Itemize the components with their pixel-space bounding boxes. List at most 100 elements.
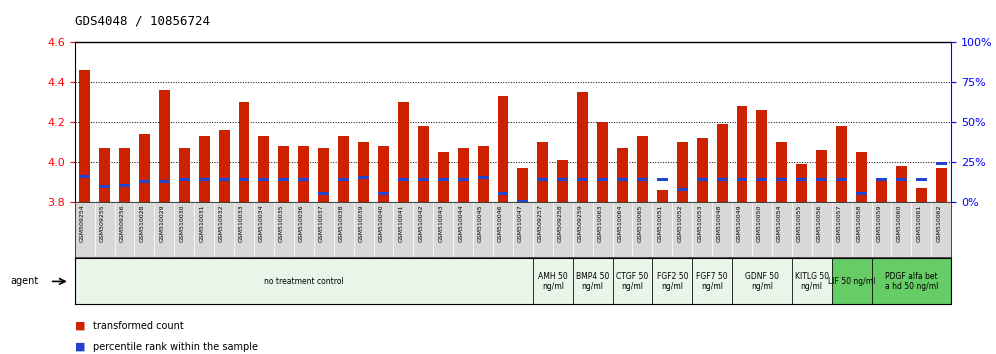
Text: GSM510054: GSM510054 (777, 205, 782, 242)
Text: GSM509258: GSM509258 (558, 205, 563, 242)
Bar (437, 178, 448, 181)
Bar (218, 178, 229, 181)
Text: GSM510047: GSM510047 (518, 205, 523, 242)
Bar (278, 146, 289, 202)
Text: GSM510057: GSM510057 (837, 205, 842, 242)
Text: GSM510030: GSM510030 (179, 205, 184, 242)
Bar (538, 178, 548, 181)
Bar (796, 164, 807, 202)
Text: GSM510056: GSM510056 (817, 205, 822, 242)
Bar (518, 200, 528, 203)
Bar (895, 178, 906, 181)
Text: GSM510055: GSM510055 (797, 205, 802, 242)
Bar (338, 178, 349, 181)
Text: GSM510050: GSM510050 (757, 205, 762, 242)
Text: GDNF 50
ng/ml: GDNF 50 ng/ml (745, 272, 779, 291)
Bar (736, 178, 747, 181)
Text: GSM510028: GSM510028 (139, 205, 144, 242)
Text: GSM510060: GSM510060 (896, 205, 901, 242)
Bar (732, 258, 792, 304)
Text: ■: ■ (75, 342, 86, 352)
Text: GSM510043: GSM510043 (438, 205, 443, 242)
Text: GDS4048 / 10856724: GDS4048 / 10856724 (75, 14, 210, 27)
Bar (636, 178, 647, 181)
Bar (318, 148, 329, 202)
Bar (656, 178, 667, 181)
Text: PDGF alfa bet
a hd 50 ng/ml: PDGF alfa bet a hd 50 ng/ml (884, 272, 938, 291)
Bar (597, 122, 608, 202)
Bar (238, 178, 249, 181)
Bar (696, 138, 707, 202)
Text: GSM510065: GSM510065 (637, 205, 642, 242)
Text: GSM510049: GSM510049 (737, 205, 742, 242)
Text: GSM509257: GSM509257 (538, 205, 543, 242)
Text: percentile rank within the sample: percentile rank within the sample (93, 342, 258, 352)
Text: GSM510038: GSM510038 (339, 205, 344, 242)
Bar (557, 160, 568, 202)
Text: GSM509254: GSM509254 (80, 205, 85, 242)
Bar (418, 126, 428, 202)
Bar (692, 258, 732, 304)
Text: GSM510045: GSM510045 (478, 205, 483, 242)
Bar (796, 178, 807, 181)
Bar (676, 142, 687, 202)
Bar (935, 168, 946, 202)
Text: CTGF 50
ng/ml: CTGF 50 ng/ml (617, 272, 648, 291)
Bar (518, 168, 528, 202)
Bar (915, 188, 926, 202)
Bar (418, 178, 428, 181)
Text: BMP4 50
ng/ml: BMP4 50 ng/ml (576, 272, 610, 291)
Text: GSM510051: GSM510051 (657, 205, 662, 242)
Text: GSM509256: GSM509256 (120, 205, 124, 242)
Bar (298, 146, 309, 202)
Bar (178, 148, 189, 202)
Bar (875, 180, 886, 202)
Text: GSM510062: GSM510062 (936, 205, 941, 242)
Bar (99, 185, 110, 188)
Text: GSM510061: GSM510061 (916, 205, 921, 242)
Bar (872, 258, 951, 304)
Bar (652, 258, 692, 304)
Bar (716, 178, 727, 181)
Bar (776, 178, 787, 181)
Bar (477, 146, 488, 202)
Text: GSM510052: GSM510052 (677, 205, 682, 242)
Bar (578, 92, 588, 202)
Text: GSM510044: GSM510044 (458, 205, 463, 242)
Text: FGF2 50
ng/ml: FGF2 50 ng/ml (656, 272, 688, 291)
Bar (119, 184, 129, 187)
Bar (538, 142, 548, 202)
Bar (397, 102, 408, 202)
Bar (238, 102, 249, 202)
Bar (397, 178, 408, 181)
Text: GSM510029: GSM510029 (159, 205, 164, 242)
Text: GSM510035: GSM510035 (279, 205, 284, 242)
Bar (119, 148, 129, 202)
Bar (875, 178, 886, 181)
Bar (832, 258, 872, 304)
Text: GSM510053: GSM510053 (697, 205, 702, 242)
Text: AMH 50
ng/ml: AMH 50 ng/ml (538, 272, 568, 291)
Bar (656, 190, 667, 202)
Text: GSM510064: GSM510064 (618, 205, 622, 242)
Bar (99, 148, 110, 202)
Bar (158, 181, 169, 183)
Bar (816, 178, 827, 181)
Bar (676, 188, 687, 191)
Text: GSM510039: GSM510039 (359, 205, 364, 242)
Text: GSM510031: GSM510031 (199, 205, 204, 242)
Bar (573, 258, 613, 304)
Bar (477, 176, 488, 179)
Bar (218, 130, 229, 202)
Bar (856, 192, 867, 195)
Bar (377, 192, 388, 195)
Text: FGF7 50
ng/ml: FGF7 50 ng/ml (696, 272, 728, 291)
Bar (716, 124, 727, 202)
Bar (895, 166, 906, 202)
Text: GSM510034: GSM510034 (259, 205, 264, 242)
Bar (533, 258, 573, 304)
Text: agent: agent (10, 276, 38, 286)
Bar (458, 178, 469, 181)
Bar (158, 90, 169, 202)
Bar (198, 136, 209, 202)
